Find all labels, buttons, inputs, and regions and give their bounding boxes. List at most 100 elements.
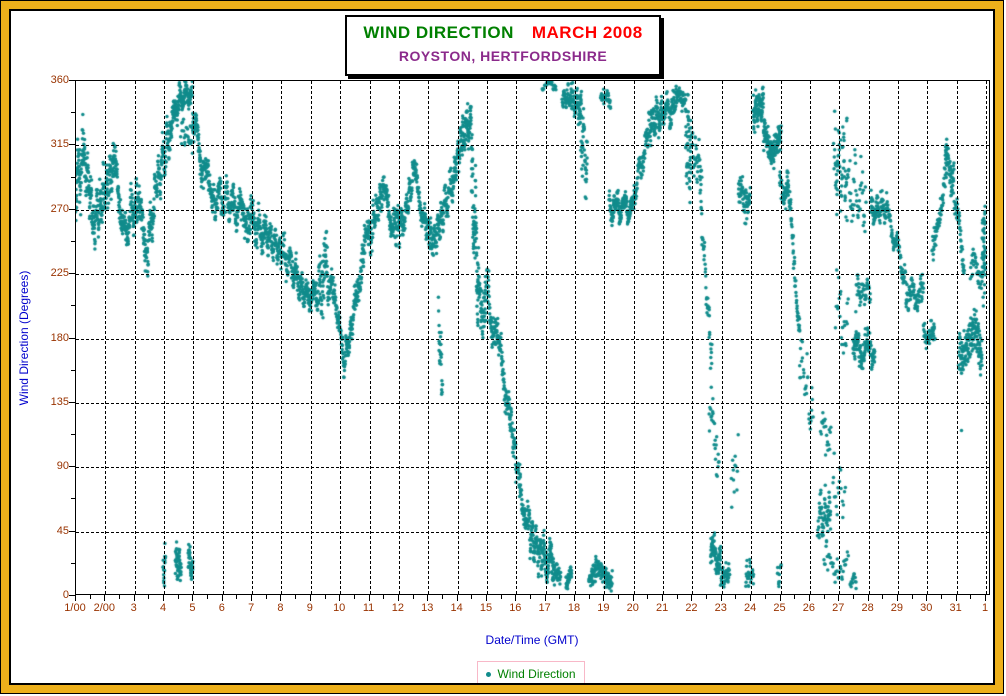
y-axis-tick bbox=[69, 273, 75, 275]
y-axis-tick bbox=[71, 434, 75, 436]
y-axis-tick bbox=[69, 466, 75, 468]
x-tick-label: 30 bbox=[920, 602, 933, 614]
x-tick-label: 15 bbox=[479, 602, 493, 614]
y-tick-label: 135 bbox=[50, 395, 69, 408]
x-axis-tick bbox=[280, 595, 282, 601]
x-axis-tick bbox=[412, 595, 414, 599]
x-tick-label: 19 bbox=[597, 602, 610, 614]
x-axis-tick bbox=[104, 595, 106, 601]
x-axis-tick bbox=[368, 595, 370, 601]
x-axis-tick bbox=[500, 595, 502, 599]
gridline-vertical bbox=[193, 81, 195, 594]
title-month-year: MARCH 2008 bbox=[531, 23, 643, 42]
x-tick-label: 22 bbox=[685, 602, 698, 614]
x-axis-tick bbox=[75, 595, 76, 601]
x-axis-tick bbox=[309, 595, 311, 601]
x-tick-label: 7 bbox=[248, 602, 255, 614]
x-axis-tick bbox=[251, 595, 253, 601]
gridline-vertical bbox=[164, 81, 166, 594]
x-axis-tick bbox=[397, 595, 399, 601]
gridline-vertical bbox=[986, 81, 987, 594]
x-axis-tick bbox=[427, 595, 429, 601]
x-axis-tick bbox=[764, 595, 766, 599]
x-axis-tick bbox=[530, 595, 531, 599]
x-axis-tick bbox=[559, 595, 561, 599]
y-tick-label: 270 bbox=[50, 202, 69, 215]
y-axis-tick bbox=[69, 337, 75, 339]
gridline-vertical bbox=[839, 81, 841, 594]
x-axis-tick bbox=[940, 595, 942, 599]
x-axis-tick bbox=[985, 595, 986, 601]
x-axis-tick bbox=[720, 595, 722, 601]
x-axis-tick bbox=[955, 595, 957, 601]
gridline-vertical bbox=[369, 81, 371, 594]
gridline-horizontal bbox=[76, 338, 989, 340]
gridline-vertical bbox=[633, 81, 635, 594]
x-axis-tick bbox=[295, 595, 297, 599]
x-tick-label: 2/00 bbox=[93, 602, 116, 614]
y-axis-tick bbox=[71, 112, 75, 114]
y-axis-tick bbox=[71, 562, 75, 564]
y-axis-tick bbox=[69, 401, 75, 403]
y-tick-label: 225 bbox=[50, 267, 69, 280]
y-axis-tick bbox=[71, 369, 75, 371]
x-axis-tick bbox=[970, 595, 972, 599]
y-axis-tick bbox=[71, 498, 75, 500]
gridline-vertical bbox=[457, 81, 459, 594]
x-tick-label: 12 bbox=[391, 602, 405, 614]
x-axis-tick bbox=[207, 595, 209, 599]
gridline-vertical bbox=[310, 81, 312, 594]
gridline-vertical bbox=[281, 81, 283, 594]
gridline-vertical bbox=[516, 81, 518, 594]
legend-marker-icon bbox=[486, 671, 492, 677]
gridline-vertical bbox=[575, 81, 577, 594]
y-axis-tick bbox=[69, 144, 75, 146]
y-axis-tick bbox=[71, 305, 75, 307]
y-axis-tick bbox=[69, 595, 75, 596]
x-tick-label: 26 bbox=[802, 602, 815, 614]
gridline-horizontal bbox=[76, 274, 989, 276]
x-axis-tick bbox=[485, 595, 487, 601]
gridline-vertical bbox=[340, 81, 342, 594]
x-axis-tick bbox=[353, 595, 355, 599]
x-axis-tick bbox=[89, 595, 91, 599]
x-axis-tick bbox=[838, 595, 840, 601]
x-axis-tick bbox=[647, 595, 649, 599]
x-axis-tick bbox=[119, 595, 121, 599]
x-tick-label: 27 bbox=[832, 602, 845, 614]
x-axis-tick bbox=[456, 595, 458, 601]
chart-subtitle: ROYSTON, HERTFORDSHIRE bbox=[398, 48, 608, 64]
x-tick-label: 18 bbox=[567, 602, 581, 614]
gridline-vertical bbox=[604, 81, 606, 594]
y-axis-title: Wind Direction (Degrees) bbox=[17, 270, 31, 406]
gridline-horizontal bbox=[76, 402, 989, 404]
x-axis-tick bbox=[221, 595, 223, 601]
legend-label: Wind Direction bbox=[497, 667, 576, 681]
x-axis-tick bbox=[603, 595, 605, 601]
x-axis-tick bbox=[852, 595, 854, 599]
x-tick-label: 1/00 bbox=[64, 602, 86, 614]
x-tick-label: 10 bbox=[333, 602, 346, 614]
y-tick-label: 315 bbox=[50, 138, 69, 151]
x-tick-label: 9 bbox=[306, 602, 313, 614]
gridline-vertical bbox=[897, 81, 899, 594]
scatter-points-canvas bbox=[76, 81, 989, 594]
x-axis-tick bbox=[676, 595, 678, 599]
x-tick-label: 11 bbox=[362, 602, 375, 614]
x-axis-title: Date/Time (GMT) bbox=[485, 633, 579, 647]
y-tick-label: 360 bbox=[50, 74, 69, 86]
x-axis-tick bbox=[192, 595, 194, 601]
x-tick-label: 5 bbox=[189, 602, 196, 614]
x-axis-tick bbox=[177, 595, 179, 599]
x-axis-tick bbox=[867, 595, 869, 601]
gridline-vertical bbox=[663, 81, 665, 594]
y-axis-tick bbox=[69, 530, 75, 532]
y-tick-label: 90 bbox=[56, 460, 69, 473]
x-tick-label: 20 bbox=[626, 602, 639, 614]
gridline-vertical bbox=[868, 81, 870, 594]
x-axis-tick bbox=[471, 595, 473, 599]
x-tick-label: 3 bbox=[130, 602, 137, 614]
x-tick-label: 25 bbox=[773, 602, 786, 614]
